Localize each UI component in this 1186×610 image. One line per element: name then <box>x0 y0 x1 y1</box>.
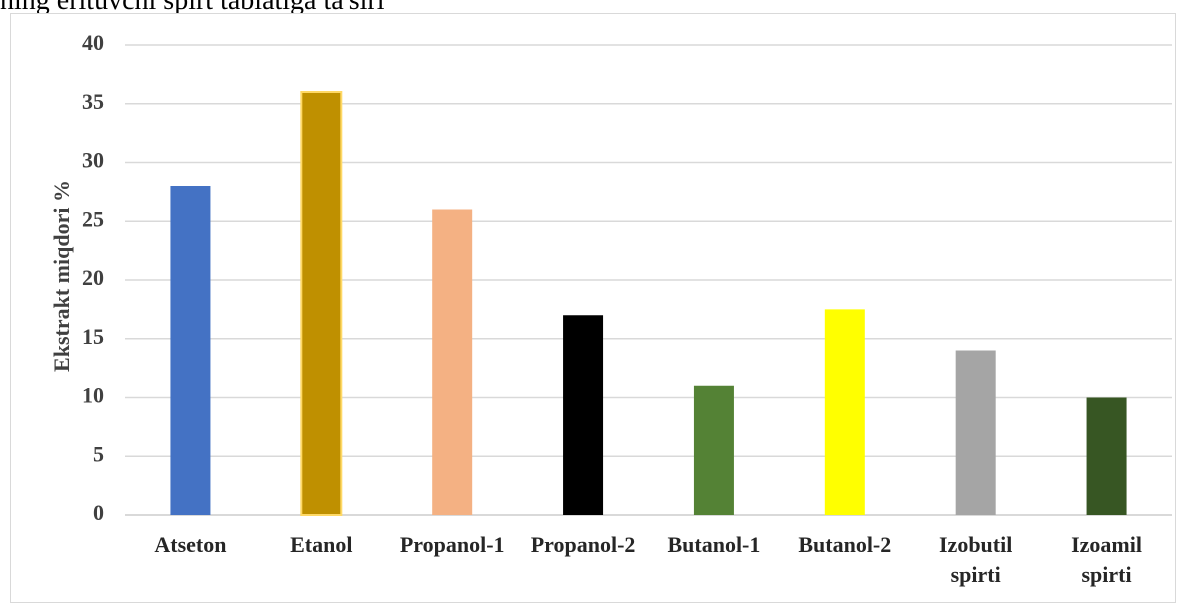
bar-butanol-1 <box>693 385 734 515</box>
bar-propanol-2 <box>563 315 604 515</box>
y-tick-label: 25 <box>82 206 104 231</box>
bars <box>170 91 1127 516</box>
y-tick-label: 10 <box>82 383 104 408</box>
y-tick-label: 5 <box>93 441 104 466</box>
x-axis-ticks: Atseton Etanol Propanol-1 Propanol-2 Butanol… <box>154 532 1142 587</box>
bar-izoamil-spirti <box>1086 397 1127 515</box>
y-tick-label: 0 <box>93 500 104 525</box>
x-tick-label: Atseton <box>154 532 226 557</box>
x-tick-label: Izoamil <box>1071 532 1142 557</box>
x-tick-label: Butanol-1 <box>667 532 760 557</box>
y-tick-label: 15 <box>82 324 104 349</box>
y-tick-label: 20 <box>82 265 104 290</box>
bar-atseton <box>170 186 211 515</box>
x-tick-label: Propanol-1 <box>400 532 505 557</box>
bar-propanol-1 <box>432 209 473 515</box>
gridlines <box>125 44 1172 516</box>
bar-etanol <box>300 91 343 516</box>
x-tick-label: Butanol-2 <box>798 532 891 557</box>
y-axis-ticks: 0 5 10 15 20 25 30 35 40 <box>82 30 104 525</box>
x-tick-label: spirti <box>951 562 1001 587</box>
x-tick-label: spirti <box>1082 562 1132 587</box>
bar-butanol-2 <box>824 309 865 515</box>
y-axis-label: Ekstrakt miqdori % <box>49 180 74 372</box>
bar-izobutil-spirti <box>955 350 996 515</box>
x-tick-label: Izobutil <box>939 532 1012 557</box>
y-tick-label: 30 <box>82 148 104 173</box>
cut-off-caption-text: ning erituvchi spirt tabiatiga ta'siri <box>0 0 385 16</box>
x-tick-label: Propanol-2 <box>531 532 636 557</box>
x-tick-label: Etanol <box>290 532 352 557</box>
y-tick-label: 35 <box>82 89 104 114</box>
y-tick-label: 40 <box>82 30 104 55</box>
